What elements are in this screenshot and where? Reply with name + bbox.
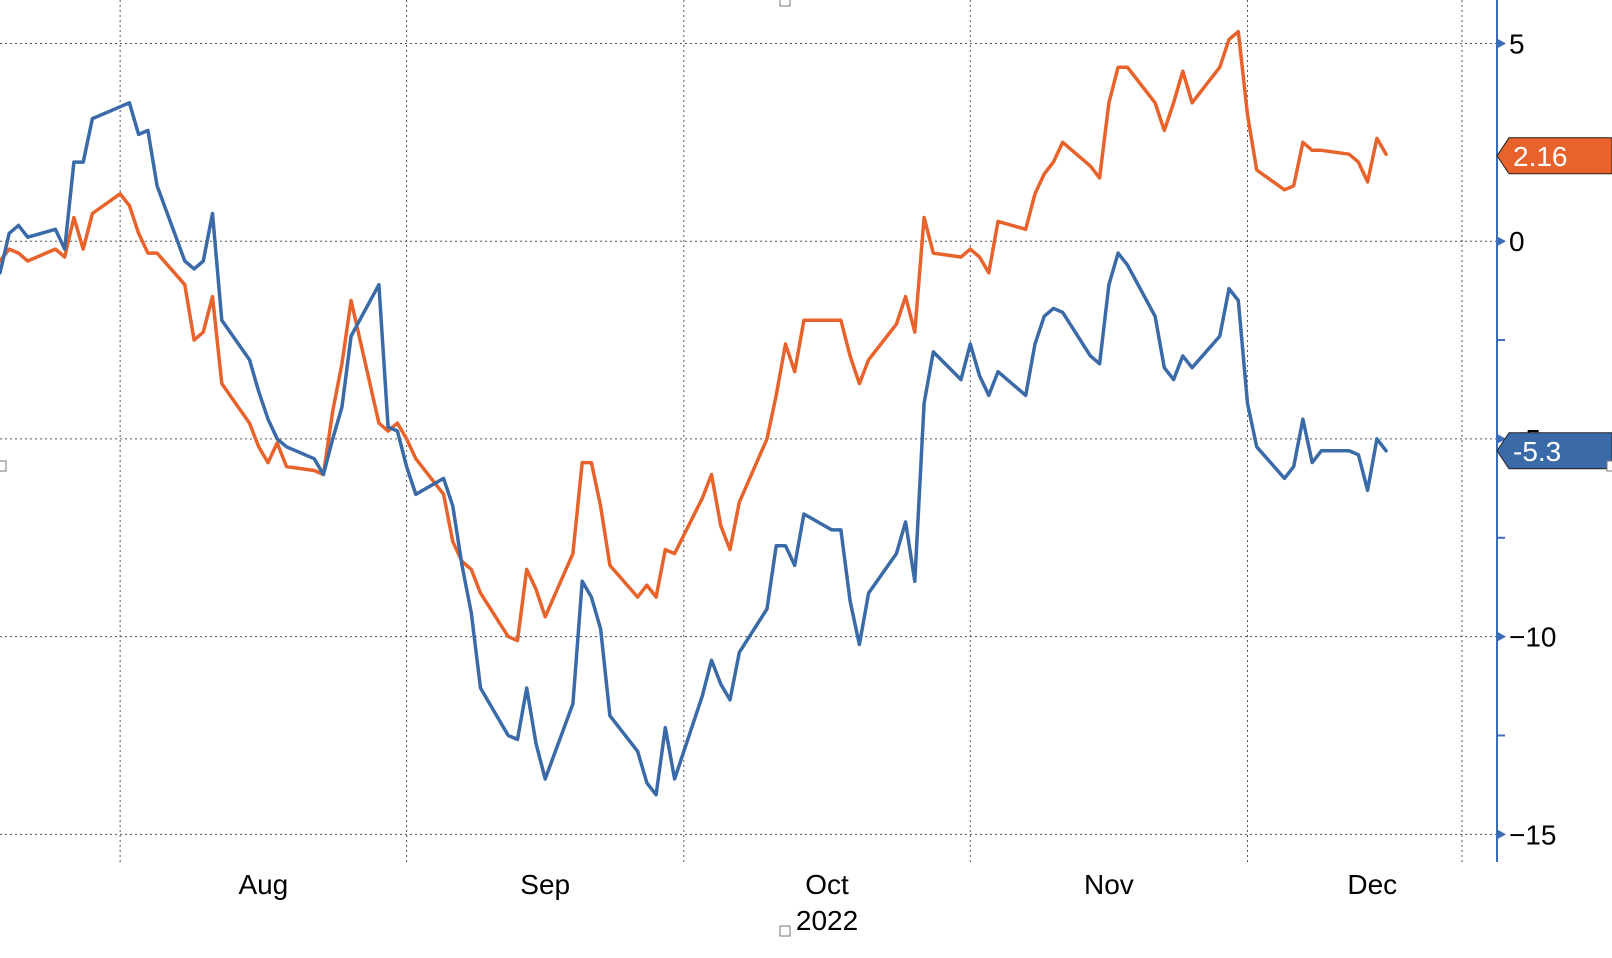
y-tick-label: 0 [1509, 226, 1525, 257]
gridlines [0, 0, 1497, 862]
last-value-tag-2: -5.3 [1496, 432, 1612, 470]
last-value-tag-background [1496, 137, 1612, 175]
last-value-tag-text: -5.3 [1513, 436, 1561, 467]
series-line-2 [0, 101, 1388, 797]
x-tick-label: Nov [1084, 869, 1134, 900]
selection-handles [0, 0, 1612, 937]
y-tick-label: 5 [1509, 28, 1525, 59]
x-axis-year-label: 2022 [796, 905, 858, 936]
y-tick-mark [1497, 236, 1506, 247]
selection-handle-left [0, 460, 7, 472]
y-tick-label: −15 [1509, 819, 1557, 850]
y-tick-mark [1497, 38, 1506, 49]
last-value-tags: 2.16 -5.3 [1496, 137, 1612, 470]
x-tick-label: Dec [1347, 869, 1397, 900]
selection-handle-bottom [779, 925, 791, 937]
y-tick-mark [1497, 829, 1506, 840]
x-tick-label: Oct [805, 869, 849, 900]
last-value-tag-text: 2.16 [1513, 141, 1568, 172]
last-value-tag-background [1496, 432, 1612, 470]
selection-handle-top [779, 0, 791, 7]
y-tick-label: −10 [1509, 622, 1557, 653]
series-line-1 [0, 29, 1388, 643]
series-lines [0, 29, 1388, 797]
x-axis: Aug Sep Oct Nov Dec [238, 869, 1397, 900]
last-value-tag-1: 2.16 [1496, 137, 1612, 175]
selection-handle-right [1606, 460, 1612, 472]
x-tick-label: Aug [238, 869, 288, 900]
y-tick-mark [1497, 631, 1506, 642]
y-tick-mark [1497, 433, 1506, 444]
x-tick-label: Sep [520, 869, 570, 900]
